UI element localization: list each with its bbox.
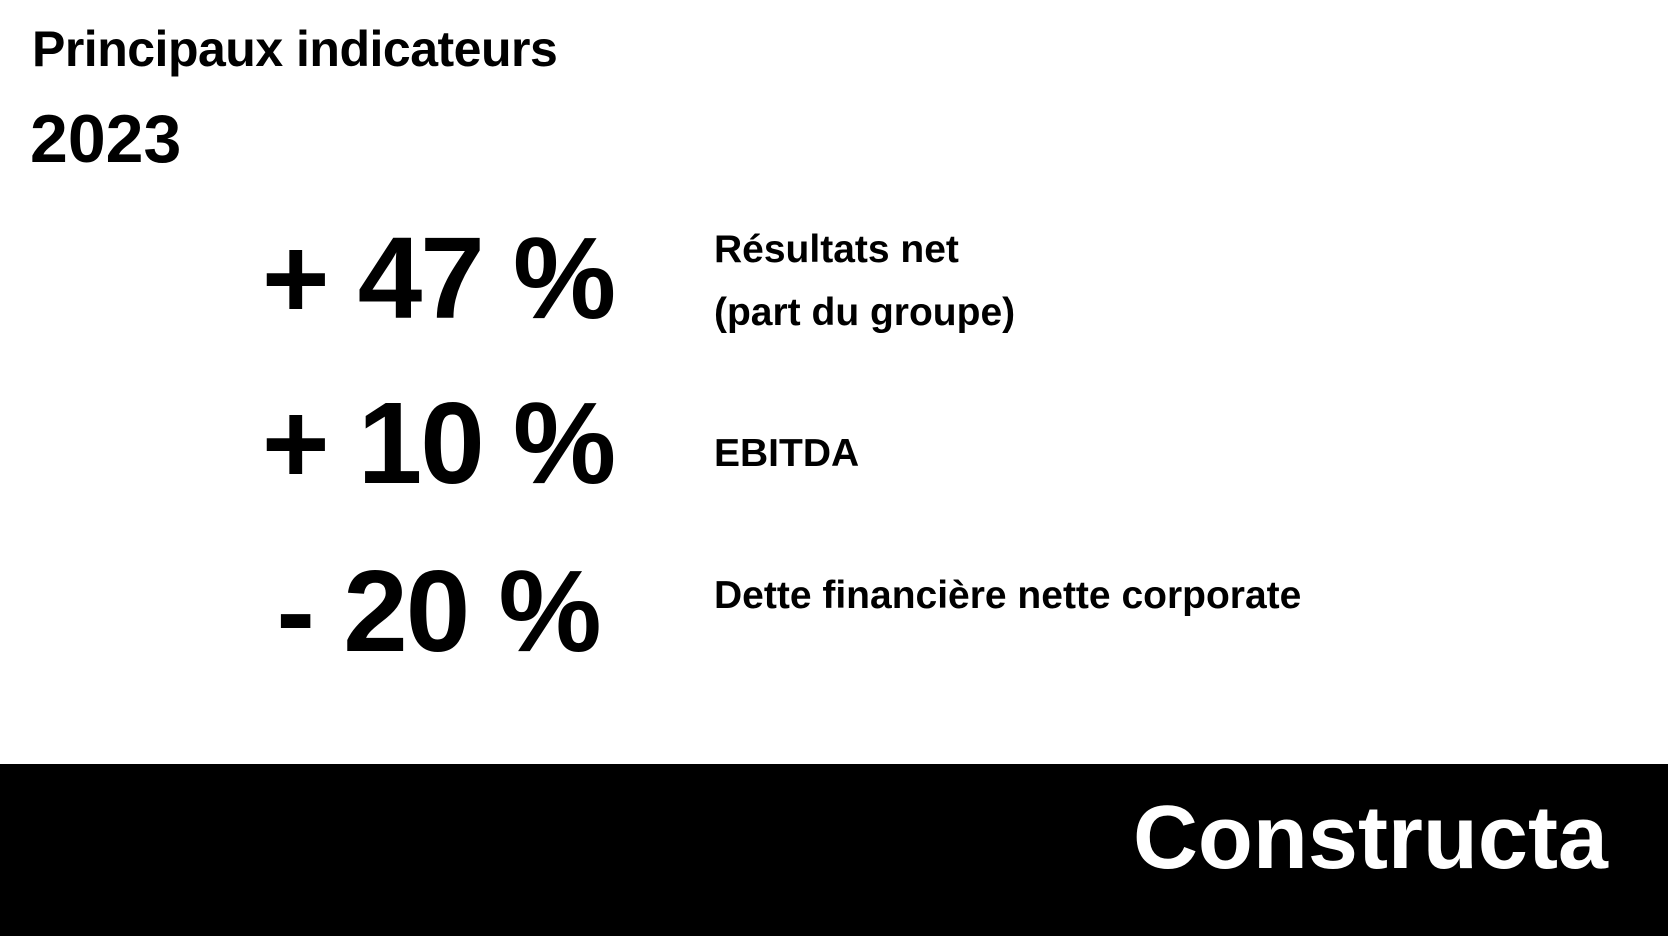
indicator-figure: + 47 % bbox=[261, 213, 616, 343]
indicator-label: Résultats net bbox=[714, 228, 959, 271]
indicator-figure: + 10 % bbox=[261, 378, 616, 508]
indicator-label: Dette financière nette corporate bbox=[714, 574, 1302, 617]
slide-year: 2023 bbox=[30, 101, 182, 177]
indicator-figure: - 20 % bbox=[276, 546, 601, 676]
brand: Constructa bbox=[1132, 788, 1608, 888]
indicator-label: EBITDA bbox=[714, 432, 860, 475]
slide-title: Principaux indicateurs bbox=[32, 21, 558, 77]
footer-band: Constructa bbox=[0, 764, 1668, 936]
indicator-label: (part du groupe) bbox=[714, 291, 1016, 334]
